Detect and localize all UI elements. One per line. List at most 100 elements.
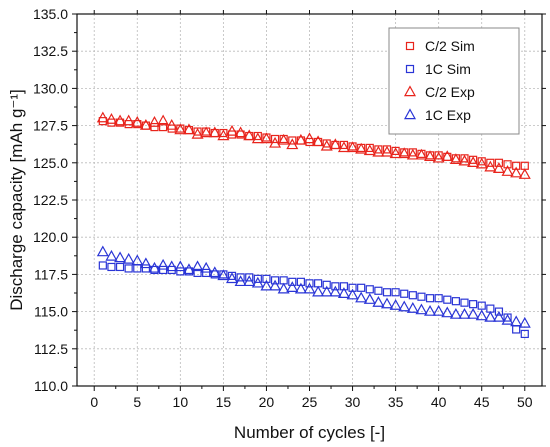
- data-point: [182, 263, 195, 275]
- data-point: [406, 148, 419, 160]
- data-point: [105, 113, 118, 124]
- data-point: [139, 257, 152, 269]
- data-point: [467, 156, 480, 167]
- data-point: [107, 262, 116, 272]
- data-point: [148, 261, 161, 273]
- data-point: [510, 166, 523, 178]
- data-marks: [96, 111, 531, 339]
- data-point: [320, 139, 333, 151]
- data-point: [303, 282, 316, 294]
- data-point: [398, 147, 411, 159]
- legend-entry: C/2 Sim: [405, 38, 475, 54]
- data-point: [225, 272, 239, 284]
- legend-label: C/2 Sim: [425, 38, 475, 54]
- data-point: [105, 249, 118, 261]
- data-point: [322, 280, 331, 289]
- x-tick-label: 5: [133, 394, 141, 410]
- data-point: [122, 114, 135, 126]
- data-point: [501, 165, 514, 176]
- data-point: [434, 294, 443, 303]
- data-point: [167, 265, 176, 275]
- data-point: [251, 132, 264, 144]
- data-point: [467, 307, 480, 319]
- data-point: [131, 254, 144, 266]
- data-point: [294, 282, 307, 294]
- series-4: [96, 245, 531, 328]
- y-tick-label: 120.0: [33, 229, 68, 245]
- grid: [77, 14, 542, 386]
- data-point: [217, 269, 230, 281]
- data-point: [417, 292, 426, 301]
- data-point: [182, 123, 195, 135]
- data-point: [296, 277, 305, 286]
- data-point: [337, 141, 350, 153]
- x-axis-title: Number of cycles [-]: [234, 423, 385, 442]
- data-point: [432, 304, 445, 316]
- data-point: [305, 137, 314, 147]
- data-point: [320, 285, 333, 297]
- data-point: [451, 297, 460, 306]
- data-point: [305, 279, 314, 288]
- data-point: [406, 301, 419, 313]
- series-2: [98, 261, 529, 339]
- data-point: [501, 313, 514, 325]
- x-tick-label: 25: [302, 394, 318, 410]
- legend-entry: C/2 Exp: [403, 84, 475, 100]
- data-point: [277, 282, 290, 294]
- data-point: [458, 307, 471, 319]
- data-point: [122, 252, 135, 264]
- data-point: [303, 132, 316, 144]
- legend-marker: [403, 85, 417, 97]
- data-point: [389, 147, 402, 159]
- data-point: [245, 273, 254, 282]
- data-point: [260, 132, 273, 144]
- data-point: [96, 111, 109, 123]
- data-point: [286, 138, 299, 150]
- legend-marker: [405, 41, 415, 51]
- data-point: [176, 267, 185, 276]
- legend-marker: [403, 108, 417, 120]
- data-point: [262, 274, 271, 283]
- data-point: [159, 122, 168, 132]
- data-point: [363, 293, 376, 304]
- data-point: [458, 154, 471, 166]
- data-point: [115, 262, 125, 272]
- data-point: [260, 279, 273, 291]
- data-point: [202, 268, 211, 278]
- data-point: [141, 264, 150, 273]
- data-point: [234, 275, 247, 287]
- data-point: [269, 136, 282, 148]
- data-point: [339, 282, 349, 291]
- y-tick-label: 127.5: [33, 118, 68, 134]
- y-tick-label: 130.0: [33, 80, 68, 96]
- data-point: [518, 168, 531, 179]
- x-tick-label: 0: [90, 394, 98, 410]
- y-tick-label: 112.5: [34, 341, 68, 357]
- data-point: [270, 276, 280, 285]
- data-point: [124, 120, 133, 129]
- data-point: [365, 285, 374, 294]
- x-tick-label: 10: [173, 394, 189, 410]
- x-tick-label: 35: [388, 394, 404, 410]
- data-point: [288, 277, 297, 286]
- y-axis-title: Discharge capacity [mAh g⁻¹]: [7, 89, 26, 311]
- legend: C/2 Sim 1C Sim C/2 Exp 1C Exp: [388, 27, 520, 135]
- data-point: [277, 133, 290, 145]
- data-point: [157, 114, 170, 126]
- data-point: [484, 160, 497, 172]
- data-point: [475, 157, 488, 169]
- data-point: [150, 122, 159, 132]
- data-point: [200, 126, 213, 138]
- data-point: [518, 316, 531, 328]
- y-tick-label: 135.0: [33, 6, 68, 22]
- y-tick-label: 125.0: [33, 155, 68, 171]
- data-point: [460, 298, 469, 307]
- y-tick-label: 117.5: [34, 266, 68, 282]
- data-point: [96, 245, 109, 257]
- data-point: [492, 162, 505, 173]
- data-point: [380, 297, 394, 309]
- x-tick-label: 45: [474, 394, 490, 410]
- data-point: [425, 294, 435, 303]
- data-point: [148, 115, 161, 127]
